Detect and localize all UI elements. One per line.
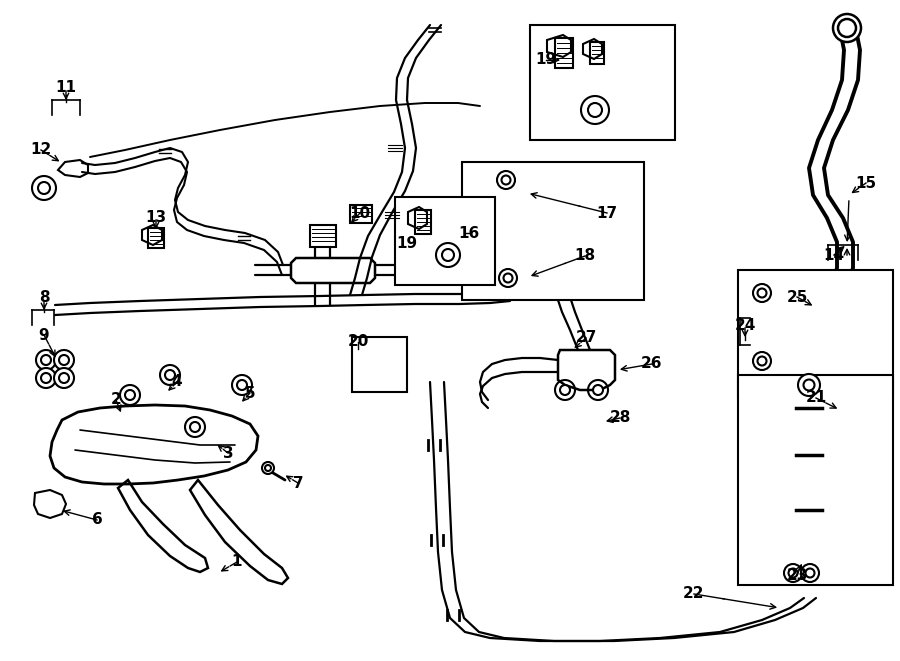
Circle shape — [59, 355, 69, 365]
Bar — [555, 38, 573, 68]
Circle shape — [190, 422, 200, 432]
Circle shape — [593, 385, 603, 395]
Circle shape — [59, 373, 69, 383]
Text: 19: 19 — [536, 52, 556, 67]
Bar — [530, 25, 675, 140]
Circle shape — [165, 370, 175, 380]
Circle shape — [41, 355, 51, 365]
Circle shape — [436, 243, 460, 267]
Text: 17: 17 — [597, 206, 617, 221]
Bar — [395, 197, 495, 285]
Circle shape — [185, 417, 205, 437]
Text: 26: 26 — [641, 356, 662, 371]
Text: 19: 19 — [396, 237, 418, 251]
Circle shape — [758, 288, 767, 297]
Circle shape — [842, 24, 851, 32]
Circle shape — [788, 568, 797, 578]
Circle shape — [753, 352, 771, 370]
Circle shape — [588, 103, 602, 117]
Bar — [148, 228, 164, 248]
Circle shape — [804, 379, 814, 391]
Circle shape — [588, 380, 608, 400]
Circle shape — [784, 564, 802, 582]
Circle shape — [499, 269, 517, 287]
Circle shape — [54, 368, 74, 388]
Circle shape — [36, 368, 56, 388]
Text: 14: 14 — [824, 247, 844, 262]
Circle shape — [160, 365, 180, 385]
Circle shape — [54, 350, 74, 370]
Circle shape — [838, 19, 856, 37]
Text: 22: 22 — [683, 586, 705, 602]
Text: 18: 18 — [574, 249, 596, 264]
Text: 13: 13 — [146, 210, 166, 225]
Circle shape — [838, 19, 856, 37]
Circle shape — [798, 374, 820, 396]
Circle shape — [503, 274, 512, 282]
Text: 24: 24 — [734, 317, 756, 332]
Bar — [590, 42, 604, 64]
Circle shape — [806, 568, 814, 578]
Text: 12: 12 — [31, 143, 51, 157]
Text: 7: 7 — [292, 475, 303, 490]
Circle shape — [262, 462, 274, 474]
Circle shape — [38, 182, 50, 194]
Text: 9: 9 — [39, 327, 50, 342]
Bar — [738, 270, 893, 398]
Text: 25: 25 — [787, 290, 807, 305]
Text: 20: 20 — [347, 334, 369, 350]
Text: 11: 11 — [56, 81, 76, 95]
Text: 3: 3 — [222, 446, 233, 461]
Bar — [415, 210, 431, 234]
Bar — [462, 162, 644, 300]
Bar — [352, 337, 407, 392]
Circle shape — [265, 465, 271, 471]
Text: 2: 2 — [111, 393, 122, 407]
Circle shape — [555, 380, 575, 400]
Text: 15: 15 — [855, 176, 877, 190]
Circle shape — [581, 96, 609, 124]
Text: 5: 5 — [245, 385, 256, 401]
Text: 10: 10 — [349, 206, 371, 221]
Circle shape — [560, 385, 570, 395]
Circle shape — [801, 564, 819, 582]
Circle shape — [758, 356, 767, 366]
Bar — [350, 205, 372, 223]
Bar — [310, 225, 336, 247]
Text: 1: 1 — [232, 555, 242, 570]
Text: 27: 27 — [575, 330, 597, 346]
Text: 8: 8 — [39, 290, 50, 305]
Circle shape — [32, 176, 56, 200]
Circle shape — [36, 350, 56, 370]
Bar — [738, 375, 893, 585]
Circle shape — [833, 14, 861, 42]
Text: 28: 28 — [609, 410, 631, 426]
Circle shape — [232, 375, 252, 395]
Text: 6: 6 — [92, 512, 103, 527]
Text: 4: 4 — [172, 375, 183, 389]
Circle shape — [442, 249, 454, 261]
Circle shape — [41, 373, 51, 383]
Circle shape — [753, 284, 771, 302]
Circle shape — [237, 380, 247, 390]
Circle shape — [120, 385, 140, 405]
Text: 21: 21 — [806, 391, 826, 405]
Circle shape — [497, 171, 515, 189]
Text: 16: 16 — [458, 225, 480, 241]
Circle shape — [125, 390, 135, 400]
Circle shape — [501, 176, 510, 184]
Text: 23: 23 — [787, 568, 807, 582]
